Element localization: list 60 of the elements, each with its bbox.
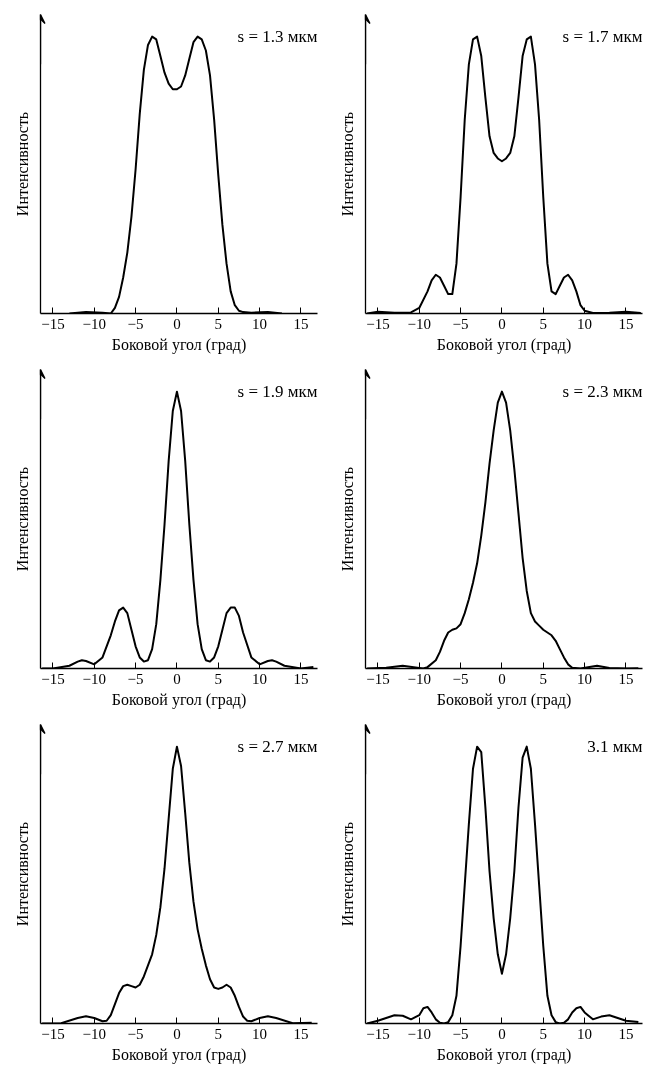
- annotation: s = 2.3 мкм: [562, 382, 643, 402]
- x-tick-label: 0: [173, 315, 181, 332]
- x-tick-label: −5: [452, 315, 469, 332]
- x-tick-label: −15: [366, 1025, 390, 1042]
- x-tick-label: 0: [498, 670, 506, 687]
- x-tick-label: 0: [173, 1025, 181, 1042]
- x-tick-label: −15: [366, 315, 390, 332]
- x-tick-label: 15: [618, 670, 634, 687]
- x-tick-label: 10: [252, 1025, 268, 1042]
- y-axis-title: Интенсивность: [338, 111, 356, 217]
- x-tick-label: −10: [82, 1025, 106, 1042]
- x-tick-label: 5: [539, 1025, 548, 1042]
- x-tick-label: −15: [41, 670, 65, 687]
- x-tick-label: −5: [452, 1025, 469, 1042]
- x-tick-label: 15: [618, 315, 634, 332]
- x-tick-label: −10: [82, 315, 106, 332]
- annotation: s = 2.7 мкм: [237, 737, 318, 757]
- x-tick-label: −10: [82, 670, 106, 687]
- x-tick-label: 10: [577, 1025, 593, 1042]
- x-tick-label: 10: [252, 315, 268, 332]
- annotation: s = 1.9 мкм: [237, 382, 318, 402]
- x-tick-label: 10: [577, 670, 593, 687]
- x-tick-label: −5: [127, 1025, 144, 1042]
- y-axis-title: Интенсивность: [13, 821, 31, 927]
- x-tick-label: 0: [173, 670, 181, 687]
- x-tick-label: −5: [127, 670, 144, 687]
- x-tick-label: −5: [452, 670, 469, 687]
- x-tick-label: 5: [214, 1025, 223, 1042]
- annotation: 3.1 мкм: [587, 737, 643, 757]
- x-tick-label: 15: [293, 670, 309, 687]
- x-tick-label: 0: [498, 315, 506, 332]
- x-axis-title: Боковой угол (град): [111, 1045, 247, 1064]
- x-tick-label: 15: [293, 1025, 309, 1042]
- x-tick-label: −15: [366, 670, 390, 687]
- x-tick-label: 5: [539, 315, 548, 332]
- x-tick-label: 10: [577, 315, 593, 332]
- x-tick-label: −15: [41, 315, 65, 332]
- x-tick-label: −15: [41, 1025, 65, 1042]
- x-tick-label: 15: [618, 1025, 634, 1042]
- x-tick-label: −10: [407, 315, 431, 332]
- x-axis-title: Боковой угол (град): [436, 1045, 572, 1064]
- x-axis-title: Боковой угол (град): [436, 690, 572, 709]
- annotation: s = 1.3 мкм: [237, 27, 318, 47]
- x-axis-title: Боковой угол (град): [436, 335, 572, 354]
- x-tick-label: −10: [407, 1025, 431, 1042]
- y-axis-title: Интенсивность: [338, 466, 356, 572]
- x-tick-label: 15: [293, 315, 309, 332]
- annotation: s = 1.7 мкм: [562, 27, 643, 47]
- x-tick-label: 10: [252, 670, 268, 687]
- y-axis-title: Интенсивность: [338, 821, 356, 927]
- y-axis-title: Интенсивность: [13, 466, 31, 572]
- x-tick-label: 0: [498, 1025, 506, 1042]
- x-tick-label: 5: [214, 670, 223, 687]
- x-tick-label: −5: [127, 315, 144, 332]
- x-tick-label: 5: [214, 315, 223, 332]
- x-tick-label: −10: [407, 670, 431, 687]
- x-tick-label: 5: [539, 670, 548, 687]
- x-axis-title: Боковой угол (град): [111, 690, 247, 709]
- y-axis-title: Интенсивность: [13, 111, 31, 217]
- x-axis-title: Боковой угол (град): [111, 335, 247, 354]
